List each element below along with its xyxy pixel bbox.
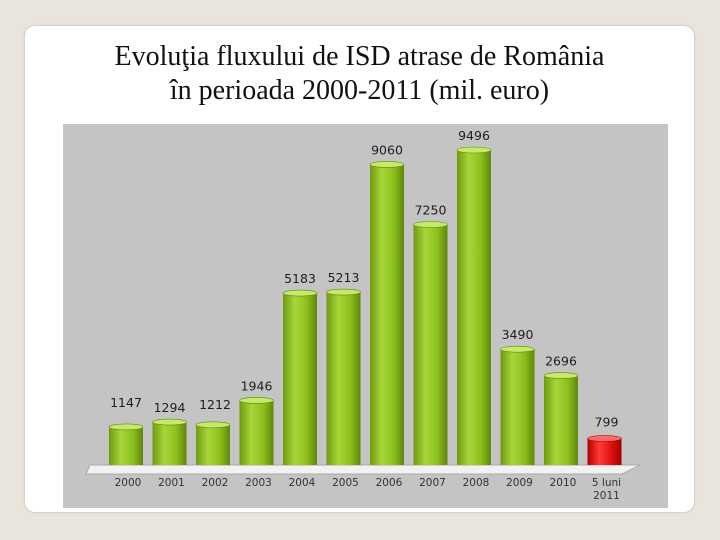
x-tick-label: 2006 [376, 477, 403, 489]
data-label: 9060 [371, 142, 403, 157]
title-line-2: în perioada 2000-2011 (mil. euro) [169, 75, 550, 106]
x-tick-label: 2001 [158, 477, 185, 489]
bar-5-luni-2011 [587, 435, 622, 465]
bar-2009 [500, 345, 535, 465]
title-line-1: Evoluţia fluxului de ISD atrase de Român… [114, 41, 605, 72]
page-title: Evoluţia fluxului de ISD atrase de Român… [25, 40, 694, 108]
x-tick-label: 2004 [289, 477, 316, 489]
x-tick-label: 2003 [245, 477, 272, 489]
x-tick-label: 2011 [593, 490, 620, 502]
bar-2005 [326, 288, 361, 465]
x-tick-label: 2009 [506, 477, 533, 489]
data-label: 799 [595, 414, 619, 429]
data-label: 5183 [284, 271, 316, 286]
x-tick-label: 2000 [115, 477, 142, 489]
bar-2004 [282, 289, 318, 465]
bar-2003 [239, 397, 274, 465]
data-label: 5213 [328, 270, 360, 285]
data-label: 7250 [415, 203, 447, 218]
x-tick-label: 2005 [332, 477, 359, 489]
bar-2007 [413, 221, 448, 465]
data-label: 9496 [458, 128, 490, 143]
bar-2010 [543, 372, 579, 465]
chart-floor [85, 464, 641, 475]
bar-2002 [195, 421, 231, 465]
x-tick-label: 2007 [419, 477, 446, 489]
x-tick-label: 2002 [202, 477, 229, 489]
x-tick-label: 2008 [463, 477, 490, 489]
data-label: 1212 [199, 397, 231, 412]
bar-2001 [152, 418, 187, 465]
data-label: 1147 [110, 395, 142, 410]
data-label: 3490 [502, 327, 534, 342]
data-label: 2696 [545, 354, 577, 369]
bar-2006 [369, 161, 405, 465]
bar-2000 [108, 423, 144, 465]
bar-2008 [456, 146, 492, 465]
data-label: 1946 [241, 378, 273, 393]
data-label: 1294 [154, 400, 186, 415]
x-tick-label: 2010 [550, 477, 577, 489]
x-tick-label: 5 luni [592, 477, 621, 489]
